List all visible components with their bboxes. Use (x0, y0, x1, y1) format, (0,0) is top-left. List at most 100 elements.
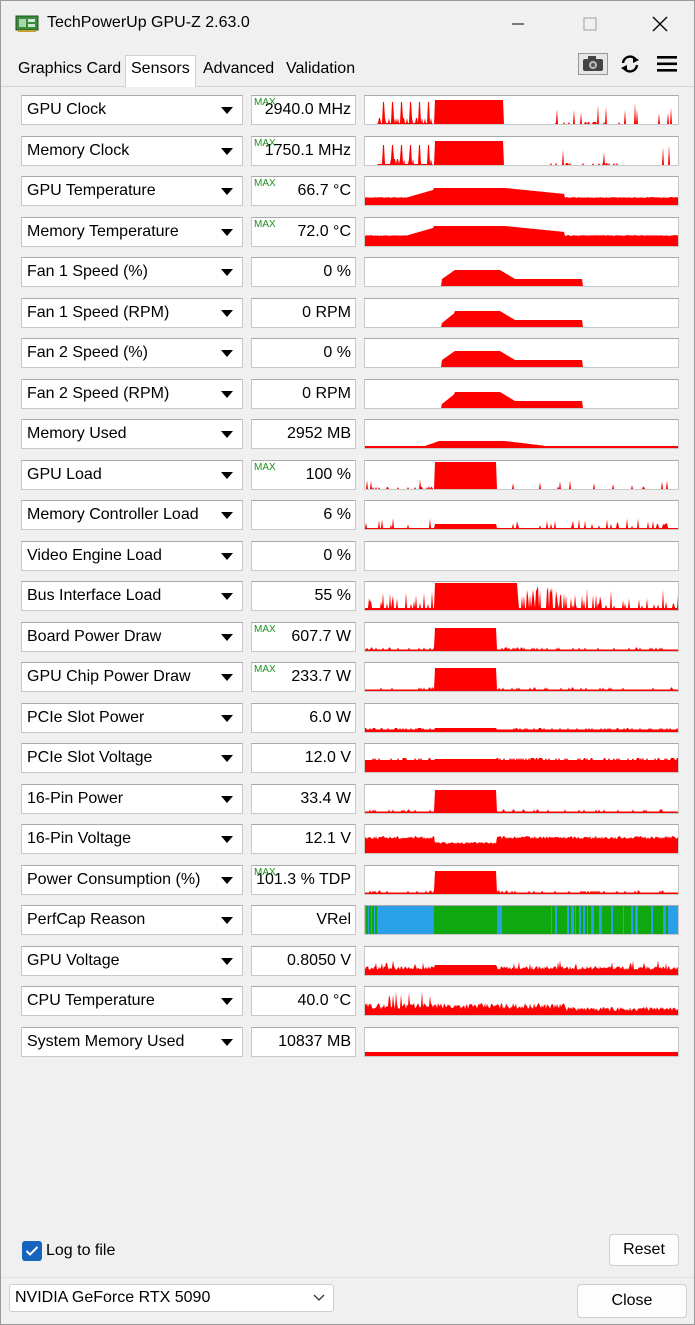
dropdown-arrow-icon (221, 593, 233, 600)
sensor-graph[interactable] (364, 945, 679, 976)
sensor-label-dropdown[interactable]: Memory Clock (21, 135, 243, 166)
sensor-label-dropdown[interactable]: Bus Interface Load (21, 581, 243, 611)
screenshot-button[interactable] (577, 51, 609, 77)
log-to-file-label[interactable]: Log to file (46, 1242, 116, 1259)
sensor-row: 16-Pin Voltage 12.1 V (1, 822, 694, 860)
sensor-graph[interactable] (364, 581, 679, 611)
refresh-button[interactable] (618, 51, 642, 77)
sensor-graph[interactable] (364, 1026, 679, 1057)
tab-sensors[interactable]: Sensors (125, 55, 196, 87)
close-window-button[interactable] (637, 9, 683, 39)
sensor-value: 0.8050 V (251, 945, 356, 976)
sensor-label: Fan 2 Speed (%) (27, 344, 148, 361)
sensor-label-dropdown[interactable]: PCIe Slot Voltage (21, 743, 243, 773)
checkmark-icon (25, 1246, 39, 1256)
sensor-graph[interactable] (364, 824, 679, 854)
sensor-label-dropdown[interactable]: Fan 1 Speed (%) (21, 257, 243, 287)
dropdown-arrow-icon (221, 390, 233, 398)
sensor-label-dropdown[interactable]: PerfCap Reason (21, 905, 243, 935)
title-bar[interactable]: TechPowerUp GPU-Z 2.63.0 (1, 1, 694, 47)
minimize-button[interactable] (495, 9, 541, 39)
sensor-label: Fan 2 Speed (RPM) (27, 384, 170, 402)
sensor-row: 16-Pin Power 33.4 W (1, 782, 694, 820)
sensor-value: 40.0 °C (251, 986, 356, 1016)
sensor-graph[interactable] (364, 540, 679, 571)
sensor-label-dropdown[interactable]: Video Engine Load (21, 540, 243, 571)
sensor-value: 55 % (251, 581, 356, 611)
log-to-file-checkbox[interactable] (22, 1241, 42, 1261)
reset-button[interactable]: Reset (609, 1234, 679, 1266)
sensor-label-dropdown[interactable]: CPU Temperature (21, 986, 243, 1016)
tab-advanced[interactable]: Advanced (203, 60, 275, 77)
minimize-icon (512, 23, 524, 25)
tab-graphics-card[interactable]: Graphics Card (18, 60, 122, 77)
sensor-label-dropdown[interactable]: Fan 1 Speed (RPM) (21, 297, 243, 328)
close-button[interactable]: Close (577, 1284, 687, 1318)
sensor-row: PCIe Slot Power 6.0 W (1, 701, 694, 739)
sensor-row: Board Power Draw MAX 607.7 W (1, 620, 694, 658)
sensor-label-dropdown[interactable]: GPU Clock (21, 95, 243, 125)
sensor-value: MAX 66.7 °C (251, 176, 356, 206)
sensor-label-dropdown[interactable]: Memory Temperature (21, 216, 243, 247)
sensor-graph[interactable] (364, 621, 679, 652)
sensor-graph[interactable] (364, 95, 679, 125)
dropdown-arrow-icon (221, 228, 233, 236)
sensor-row: Fan 1 Speed (RPM) 0 RPM (1, 296, 694, 334)
sensor-graph[interactable] (364, 743, 679, 773)
tab-validation[interactable]: Validation (286, 60, 356, 77)
sensor-label-dropdown[interactable]: Fan 2 Speed (RPM) (21, 378, 243, 409)
refresh-icon (621, 55, 639, 73)
sensor-graph[interactable] (364, 662, 679, 692)
sensor-label: Board Power Draw (27, 627, 162, 645)
sensor-graph[interactable] (364, 297, 679, 328)
sensor-graph[interactable] (364, 216, 679, 247)
sensor-value: MAX 101.3 % TDP (251, 864, 356, 895)
sensor-label: PCIe Slot Voltage (27, 749, 153, 766)
sensor-graph[interactable] (364, 419, 679, 449)
sensor-value-text: 2952 MB (286, 425, 351, 442)
sensor-label-dropdown[interactable]: System Memory Used (21, 1026, 243, 1057)
sensor-value: 33.4 W (251, 783, 356, 814)
sensor-graph[interactable] (364, 702, 679, 733)
sensor-value-text: 55 % (314, 587, 351, 604)
sensor-graph[interactable] (364, 905, 679, 935)
sensor-label-dropdown[interactable]: 16-Pin Power (21, 783, 243, 814)
sensor-row: Memory Clock MAX 1750.1 MHz (1, 134, 694, 172)
sensor-label-dropdown[interactable]: Board Power Draw (21, 621, 243, 652)
sensor-graph[interactable] (364, 135, 679, 166)
menu-button[interactable] (655, 51, 679, 77)
sensor-row: GPU Clock MAX 2940.0 MHz (1, 93, 694, 131)
sensor-label-dropdown[interactable]: GPU Chip Power Draw (21, 662, 243, 692)
sensor-graph[interactable] (364, 459, 679, 490)
sensor-label-dropdown[interactable]: PCIe Slot Power (21, 702, 243, 733)
sensor-graph[interactable] (364, 783, 679, 814)
sensor-graph[interactable] (364, 176, 679, 206)
sensor-label: Power Consumption (%) (27, 870, 201, 888)
gpu-select[interactable]: NVIDIA GeForce RTX 5090 (9, 1284, 334, 1312)
maximize-button[interactable] (567, 9, 613, 39)
sensor-graph[interactable] (364, 864, 679, 895)
sensor-graph[interactable] (364, 986, 679, 1016)
sensor-label-dropdown[interactable]: Power Consumption (%) (21, 864, 243, 895)
sensor-value-text: 12.1 V (304, 830, 351, 847)
sensor-label-dropdown[interactable]: 16-Pin Voltage (21, 824, 243, 854)
sensor-graph[interactable] (364, 257, 679, 287)
sensor-label-dropdown[interactable]: GPU Load (21, 459, 243, 490)
sensor-label-dropdown[interactable]: Memory Used (21, 419, 243, 449)
dropdown-arrow-icon (221, 633, 233, 641)
sensor-label-dropdown[interactable]: Memory Controller Load (21, 500, 243, 530)
maximize-icon (583, 17, 597, 31)
sensor-value-text: VRel (316, 911, 351, 928)
sensor-graph[interactable] (364, 378, 679, 409)
sensor-graph[interactable] (364, 500, 679, 530)
sensor-label-dropdown[interactable]: Fan 2 Speed (%) (21, 338, 243, 368)
sensor-value: 10837 MB (251, 1026, 356, 1057)
sensor-value-text: 33.4 W (300, 789, 351, 807)
sensor-value-text: 12.0 V (304, 749, 351, 766)
footer-divider (1, 1277, 694, 1278)
sensor-label: GPU Voltage (27, 951, 120, 969)
sensor-label-dropdown[interactable]: GPU Voltage (21, 945, 243, 976)
sensor-graph[interactable] (364, 338, 679, 368)
sensor-label-dropdown[interactable]: GPU Temperature (21, 176, 243, 206)
sensor-value-text: 1750.1 MHz (264, 141, 351, 159)
